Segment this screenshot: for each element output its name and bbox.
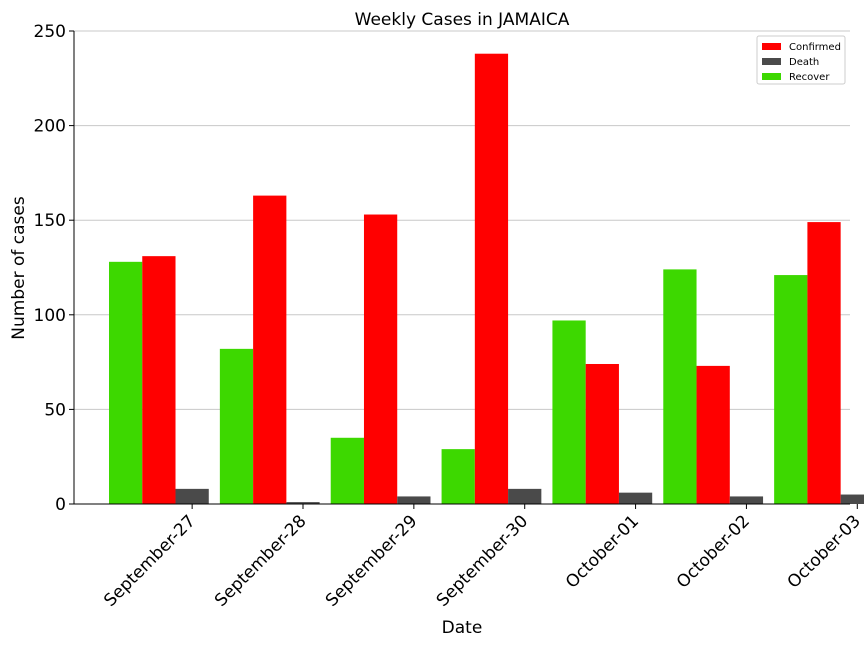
- chart-title: Weekly Cases in JAMAICA: [355, 10, 570, 30]
- y-tick-label: 100: [34, 306, 66, 326]
- x-tick-label: September-30: [433, 511, 532, 610]
- bar-confirmed: [474, 53, 509, 504]
- bar-recover: [330, 437, 364, 504]
- x-axis-label: Date: [442, 618, 483, 638]
- bar-death: [175, 488, 209, 504]
- bar-recover: [441, 449, 475, 504]
- bar-death: [618, 492, 653, 504]
- legend-label-recover: Recover: [789, 72, 830, 83]
- bar-confirmed: [363, 214, 398, 505]
- bar-death: [397, 496, 431, 504]
- bar-confirmed: [807, 222, 841, 505]
- x-tick-label: October-01: [562, 511, 643, 592]
- y-tick-label: 50: [44, 400, 66, 420]
- x-tick-labels: September-27 September-28 September-29 Sept…: [100, 504, 864, 611]
- bar-recover: [109, 261, 143, 504]
- bar-death: [729, 496, 764, 504]
- x-tick-label: September-27: [100, 511, 199, 610]
- y-tick-labels: 0 50 100 150 200 250: [34, 22, 74, 515]
- bar-confirmed: [696, 365, 730, 504]
- y-tick-label: 200: [34, 117, 66, 137]
- bar-confirmed: [253, 195, 287, 504]
- legend-swatch-death: [762, 58, 781, 65]
- legend-swatch-confirmed: [762, 43, 781, 50]
- legend: Confirmed Death Recover: [756, 35, 846, 85]
- bar-recover: [663, 269, 697, 504]
- legend-label-confirmed: Confirmed: [789, 42, 841, 53]
- y-tick-label: 150: [34, 211, 66, 231]
- x-tick-label: October-03: [784, 511, 864, 592]
- bar-confirmed: [142, 256, 176, 504]
- bar-recover: [774, 275, 808, 504]
- y-axis-label: Number of cases: [9, 196, 29, 340]
- x-tick-label: September-29: [322, 511, 421, 610]
- bar-confirmed: [585, 363, 619, 504]
- bar-death: [286, 502, 320, 504]
- bar-recover: [552, 320, 586, 504]
- y-tick-label: 0: [55, 495, 66, 515]
- x-tick-label: October-02: [673, 511, 754, 592]
- axes-group: [73, 31, 850, 505]
- y-tick-label: 250: [34, 22, 66, 42]
- bar-recover: [219, 348, 254, 504]
- bar-death: [508, 488, 542, 504]
- x-tick-label: September-28: [211, 511, 310, 610]
- bar-death: [840, 494, 864, 504]
- bars-group: [109, 53, 864, 505]
- legend-swatch-recover: [762, 73, 781, 80]
- legend-label-death: Death: [789, 57, 819, 68]
- grid-lines: [74, 30, 850, 410]
